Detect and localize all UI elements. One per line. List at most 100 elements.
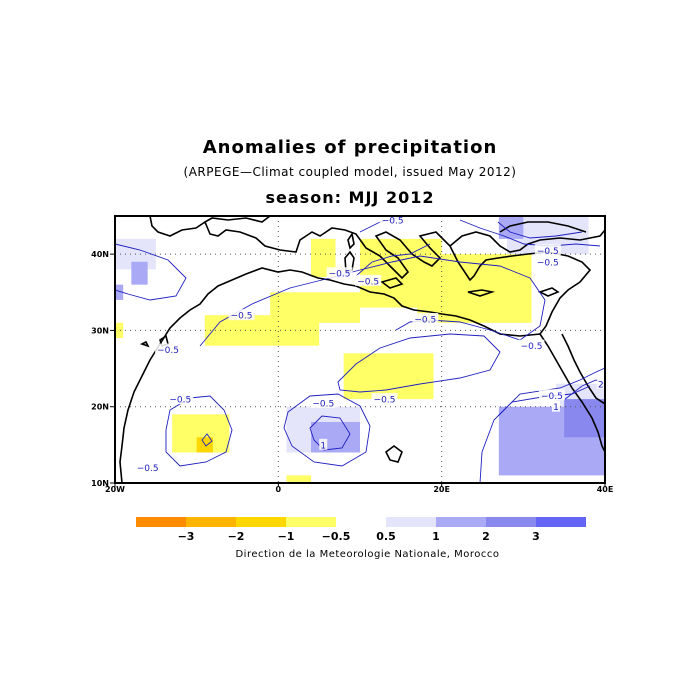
- legend-label: 3: [532, 530, 540, 543]
- contour-label-bg: [534, 244, 561, 256]
- legend-label: 1: [432, 530, 440, 543]
- contour-label-bg: [228, 309, 255, 321]
- anomaly-cell-dry_1: [417, 254, 532, 323]
- color-legend: −3 −2 −1 −0.5 0.5 1 2 3: [136, 517, 586, 543]
- contour-label-bg: [326, 267, 353, 279]
- contour-sahara: [337, 333, 501, 393]
- coast-red-sea-west: [539, 333, 605, 453]
- map-frame: [114, 215, 606, 484]
- contour-label: −0.5: [541, 392, 563, 402]
- legend-label: −3: [178, 530, 195, 543]
- coast-red-sea-east: [561, 333, 605, 405]
- contour-label: −0.5: [157, 346, 179, 356]
- contour-label: −0.5: [137, 464, 159, 474]
- legend-label: −0.5: [322, 530, 351, 543]
- contour-label: −0.5: [329, 270, 351, 280]
- contour-labels: −0.5−0.5−0.5−0.5−0.5−0.5−0.5−0.5−0.5−0.5…: [134, 213, 605, 474]
- contour-label-bg: [379, 213, 406, 225]
- contour-label: −0.5: [414, 315, 436, 325]
- legend-label: −1: [278, 530, 295, 543]
- x-tick-label: 40E: [597, 485, 614, 494]
- legend-swatch: [186, 517, 236, 527]
- legend-swatch: [536, 517, 586, 527]
- island-cyprus: [537, 287, 560, 297]
- anomaly-cell-wet_2: [131, 261, 148, 285]
- map-subtitle: (ARPEGE—Climat coupled model, issued May…: [183, 165, 517, 179]
- contour-label-bg: [538, 389, 565, 401]
- anomaly-cell-wet_2: [115, 284, 124, 300]
- y-tick-label: 10N: [91, 479, 109, 488]
- contour-label: −0.5: [537, 247, 559, 257]
- contour-label: −0.5: [521, 342, 543, 352]
- legend-label: 0.5: [376, 530, 396, 543]
- x-tick-label: 0: [276, 485, 282, 494]
- contour-label-bg: [155, 343, 182, 355]
- contour-label: −0.5: [169, 396, 191, 406]
- coast-balkans: [449, 229, 605, 253]
- contour-label-bg: [134, 461, 161, 473]
- island-corsica: [347, 231, 355, 250]
- season-label: season: MJJ 2012: [265, 188, 435, 207]
- contour-label: 1: [320, 441, 326, 451]
- anomaly-cell-dry_1: [115, 322, 124, 339]
- contour-turkey: [459, 219, 601, 247]
- y-tick-label: 20N: [91, 403, 109, 412]
- island-crete: [467, 289, 496, 297]
- y-tick-label: 30N: [91, 326, 109, 335]
- contour-label-bg: [518, 339, 545, 351]
- lake-chad: [384, 445, 403, 463]
- contour-label: −0.5: [231, 312, 253, 322]
- legend-swatch: [286, 517, 336, 527]
- contour-north-ridge: [355, 243, 431, 277]
- anomaly-shading: [115, 216, 605, 483]
- legend-swatch: [486, 517, 536, 527]
- anomaly-cell-wet_2: [498, 216, 524, 239]
- anomaly-cell-dry_1: [286, 475, 311, 483]
- contour-label: −0.5: [312, 399, 334, 409]
- x-tick-label: 20E: [433, 485, 450, 494]
- contour-east-africa-1: [497, 367, 605, 417]
- map-title: Anomalies of precipitation: [202, 137, 498, 158]
- contour-label-bg: [310, 396, 337, 408]
- contour-label: 1: [553, 403, 559, 413]
- y-tick-label: 40N: [91, 250, 109, 259]
- contour-label-bg: [534, 255, 561, 267]
- contour-lines: [115, 217, 605, 483]
- contour-west-atlantic: [115, 243, 187, 301]
- contour-label: 2: [598, 380, 604, 390]
- anomaly-cell-wet_2: [311, 421, 360, 453]
- coast-iberia-top: [204, 216, 271, 223]
- contour-label-bg: [596, 377, 605, 389]
- anomaly-cell-dry_1: [343, 353, 434, 400]
- contour-west-africa: [165, 395, 233, 467]
- x-tick-label: 20W: [105, 485, 125, 494]
- contour-label-bg: [412, 312, 439, 324]
- contour-central-africa-inner: [309, 415, 351, 451]
- contour-med: [199, 255, 546, 347]
- island-canaries-1: [139, 340, 150, 348]
- legend-swatch: [386, 517, 436, 527]
- coast-black-sea: [499, 221, 587, 233]
- contour-label-bg: [167, 393, 194, 405]
- anomaly-cell-dry_1: [204, 315, 320, 346]
- credit-line: Direction de la Meteorologie Nationale, …: [235, 549, 500, 560]
- legend-label: 2: [482, 530, 490, 543]
- contour-label-bg: [371, 393, 398, 405]
- legend-swatch: [336, 517, 386, 527]
- island-sicily: [380, 277, 404, 289]
- axis-tick-labels: 20W 0 20E 40E 10N 20N 30N 40N: [91, 250, 613, 494]
- legend-swatch: [236, 517, 286, 527]
- legend-swatch: [436, 517, 486, 527]
- contour-turkey-2: [497, 221, 583, 239]
- contour-label: −0.5: [374, 396, 396, 406]
- contour-label: −0.5: [382, 216, 404, 226]
- contour-west-africa-inner: [201, 433, 213, 447]
- contour-label-bg: [355, 274, 382, 286]
- contour-label-bg: [552, 400, 560, 412]
- contour-label: −0.5: [357, 277, 379, 287]
- legend-swatch: [136, 517, 186, 527]
- contour-central-africa: [283, 393, 371, 467]
- legend-label: −2: [228, 530, 245, 543]
- contour-label: −0.5: [537, 258, 559, 268]
